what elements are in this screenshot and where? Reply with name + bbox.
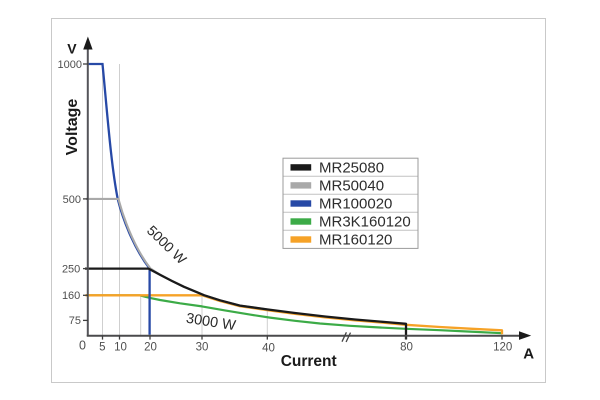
svg-text:20: 20 [144, 342, 157, 354]
svg-text:V: V [67, 41, 77, 57]
svg-text:75: 75 [69, 315, 81, 327]
svg-text:1000: 1000 [58, 59, 82, 71]
svg-text:MR25080: MR25080 [319, 160, 384, 177]
svg-text:250: 250 [62, 264, 80, 276]
svg-text:3000 W: 3000 W [185, 311, 237, 335]
svg-text:Current: Current [281, 353, 337, 370]
svg-text:40: 40 [262, 343, 275, 355]
svg-text:0: 0 [79, 338, 86, 352]
svg-text:80: 80 [400, 342, 413, 354]
svg-text:160: 160 [62, 290, 80, 302]
svg-text:120: 120 [493, 341, 512, 353]
svg-text:Voltage: Voltage [64, 99, 81, 156]
svg-text:500: 500 [63, 194, 81, 206]
svg-text:A: A [523, 346, 534, 363]
svg-text:MR100020: MR100020 [319, 196, 392, 213]
svg-text:10: 10 [114, 342, 127, 354]
svg-text:30: 30 [196, 342, 209, 354]
svg-text:MR50040: MR50040 [319, 178, 384, 195]
svg-text:5: 5 [99, 342, 105, 354]
svg-text:MR160120: MR160120 [319, 232, 392, 249]
svg-text:MR3K160120: MR3K160120 [319, 214, 411, 231]
